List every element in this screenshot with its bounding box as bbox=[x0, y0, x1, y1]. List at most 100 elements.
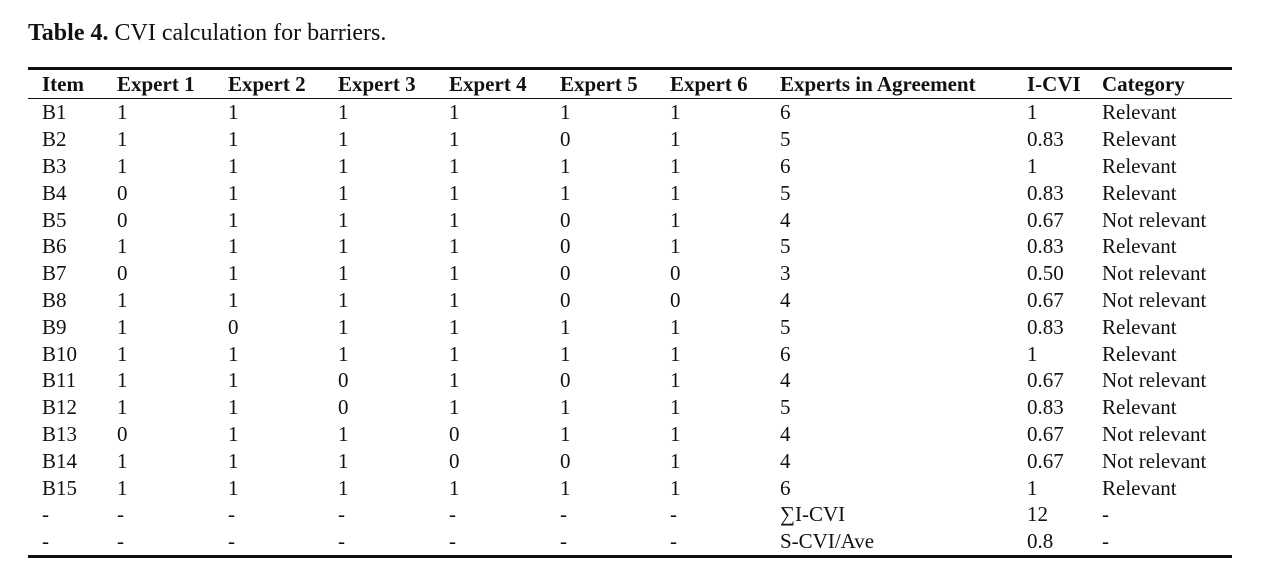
table-cell: 4 bbox=[780, 448, 791, 473]
table-body: B1 1 1 1 1 1 1 6 1 Relevant B2 1 1 1 1 0 1 5 0.83 Relevant B… bbox=[28, 99, 1232, 558]
table-cell: 1 bbox=[228, 448, 239, 473]
table-cell: - bbox=[1088, 527, 1232, 558]
cvi-table: Item Expert 1 Expert 2 Expert 3 Expert 4 Expe… bbox=[28, 67, 1232, 558]
table-cell: 1 bbox=[1027, 341, 1038, 366]
table-cell: 5 bbox=[780, 180, 791, 205]
table-row: B14 1 1 1 0 0 1 4 0.67 Not relevant bbox=[28, 447, 1232, 474]
table-cell: 1 bbox=[338, 261, 349, 286]
table-cell: 12 bbox=[1027, 502, 1048, 527]
table-cell: Not relevant bbox=[1102, 207, 1207, 232]
table-cell: Relevant bbox=[1102, 234, 1177, 259]
table-cell: 1 bbox=[228, 180, 239, 205]
table-cell: B14 bbox=[42, 448, 78, 473]
table-cell: 1 bbox=[670, 234, 681, 259]
table-cell: 1 bbox=[670, 341, 681, 366]
table-cell: 0 bbox=[560, 448, 571, 473]
table-cell: 1 bbox=[449, 153, 460, 178]
table-cell: 0 bbox=[117, 421, 128, 446]
table-cell: 1 bbox=[117, 448, 128, 473]
table-cell: B5 bbox=[42, 207, 67, 232]
column-header: Experts in Agreement bbox=[766, 67, 1013, 99]
table-row: B10 1 1 1 1 1 1 6 1 Relevant bbox=[28, 340, 1232, 367]
table-cell: 1 bbox=[449, 234, 460, 259]
table-cell: 1 bbox=[449, 207, 460, 232]
table-cell: Relevant bbox=[1102, 475, 1177, 500]
table-cell: - bbox=[670, 502, 677, 527]
column-header: Expert 6 bbox=[656, 67, 766, 99]
table-cell: Not relevant bbox=[1102, 448, 1207, 473]
table-cell: 0.83 bbox=[1027, 314, 1064, 339]
table-row: B2 1 1 1 1 0 1 5 0.83 Relevant bbox=[28, 126, 1232, 153]
table-cell: B8 bbox=[42, 287, 67, 312]
table-cell: - bbox=[214, 527, 324, 558]
table-cell: 0.8 bbox=[1013, 527, 1088, 558]
table-cell: 1 bbox=[228, 287, 239, 312]
table-cell: 1 bbox=[670, 180, 681, 205]
column-header: Expert 5 bbox=[546, 67, 656, 99]
table-cell: 0 bbox=[560, 207, 571, 232]
table-row: - - - - - - - S-CVI/Ave 0.8- bbox=[28, 527, 1232, 558]
table-cell: 1 bbox=[670, 127, 681, 152]
table-cell: 0 bbox=[560, 287, 571, 312]
table-cell: 1 bbox=[228, 153, 239, 178]
table-row: B3 1 1 1 1 1 1 6 1 Relevant bbox=[28, 153, 1232, 180]
table-cell: 1 bbox=[1027, 153, 1038, 178]
table-cell: - bbox=[449, 502, 456, 527]
table-cell: - bbox=[546, 527, 656, 558]
table-row: B4 0 1 1 1 1 1 5 0.83 Relevant bbox=[28, 179, 1232, 206]
table-cell: 0.50 bbox=[1027, 261, 1064, 286]
table-cell: B11 bbox=[42, 368, 77, 393]
table-cell: 1 bbox=[338, 234, 349, 259]
table-cell: 1 bbox=[117, 368, 128, 393]
table-cell: 1 bbox=[670, 395, 681, 420]
table-cell: - bbox=[42, 502, 49, 527]
table-cell: - bbox=[28, 527, 103, 558]
column-header: Item bbox=[28, 67, 103, 99]
table-cell: 0 bbox=[338, 368, 349, 393]
table-cell: B1 bbox=[42, 100, 67, 125]
table-row: B12 1 1 0 1 1 1 5 0.83 Relevant bbox=[28, 394, 1232, 421]
table-cell: 0 bbox=[338, 395, 349, 420]
table-cell: 0 bbox=[449, 421, 460, 446]
table-cell: 1 bbox=[670, 314, 681, 339]
caption-text: CVI calculation for barriers. bbox=[114, 20, 387, 46]
table-cell: 1 bbox=[117, 287, 128, 312]
table-cell: 5 bbox=[780, 127, 791, 152]
table-cell: - bbox=[117, 502, 124, 527]
table-cell: 1 bbox=[338, 180, 349, 205]
table-cell: 1 bbox=[449, 314, 460, 339]
table-cell: 1 bbox=[338, 421, 349, 446]
table-row: B7 0 1 1 1 0 0 3 0.50 Not relevant bbox=[28, 260, 1232, 287]
table-cell: 1 bbox=[449, 100, 460, 125]
table-cell: 1 bbox=[338, 153, 349, 178]
table-row: B6 1 1 1 1 0 1 5 0.83 Relevant bbox=[28, 233, 1232, 260]
column-header: Category bbox=[1088, 67, 1232, 99]
table-cell: 0 bbox=[560, 234, 571, 259]
table-cell: 1 bbox=[117, 127, 128, 152]
table-cell: 1 bbox=[1027, 100, 1038, 125]
table-cell: 0.83 bbox=[1027, 180, 1064, 205]
table-cell: 1 bbox=[338, 314, 349, 339]
table-cell: 0 bbox=[117, 180, 128, 205]
table-cell: 5 bbox=[780, 314, 791, 339]
header-row: Item Expert 1 Expert 2 Expert 3 Expert 4 Expe… bbox=[28, 67, 1232, 99]
table-cell: 0.67 bbox=[1027, 207, 1064, 232]
table-cell: Not relevant bbox=[1102, 368, 1207, 393]
table-cell: 1 bbox=[228, 341, 239, 366]
table-row: B5 0 1 1 1 0 1 4 0.67 Not relevant bbox=[28, 206, 1232, 233]
table-caption: Table 4. CVI calculation for barriers. bbox=[28, 20, 386, 47]
column-header: I-CVI bbox=[1013, 67, 1088, 99]
table-cell: B15 bbox=[42, 475, 78, 500]
table-row: B1 1 1 1 1 1 1 6 1 Relevant bbox=[28, 99, 1232, 126]
table-cell: 0.83 bbox=[1027, 395, 1064, 420]
table-cell: 1 bbox=[449, 368, 460, 393]
table-cell: 4 bbox=[780, 368, 791, 393]
table-cell: 0 bbox=[560, 368, 571, 393]
table-cell: 4 bbox=[780, 287, 791, 312]
table-cell: - bbox=[560, 502, 567, 527]
table-cell: - bbox=[338, 502, 345, 527]
table-cell: 0.67 bbox=[1027, 287, 1064, 312]
table-cell: 1 bbox=[560, 475, 571, 500]
table-cell: 1 bbox=[338, 127, 349, 152]
table-cell: 1 bbox=[560, 153, 571, 178]
